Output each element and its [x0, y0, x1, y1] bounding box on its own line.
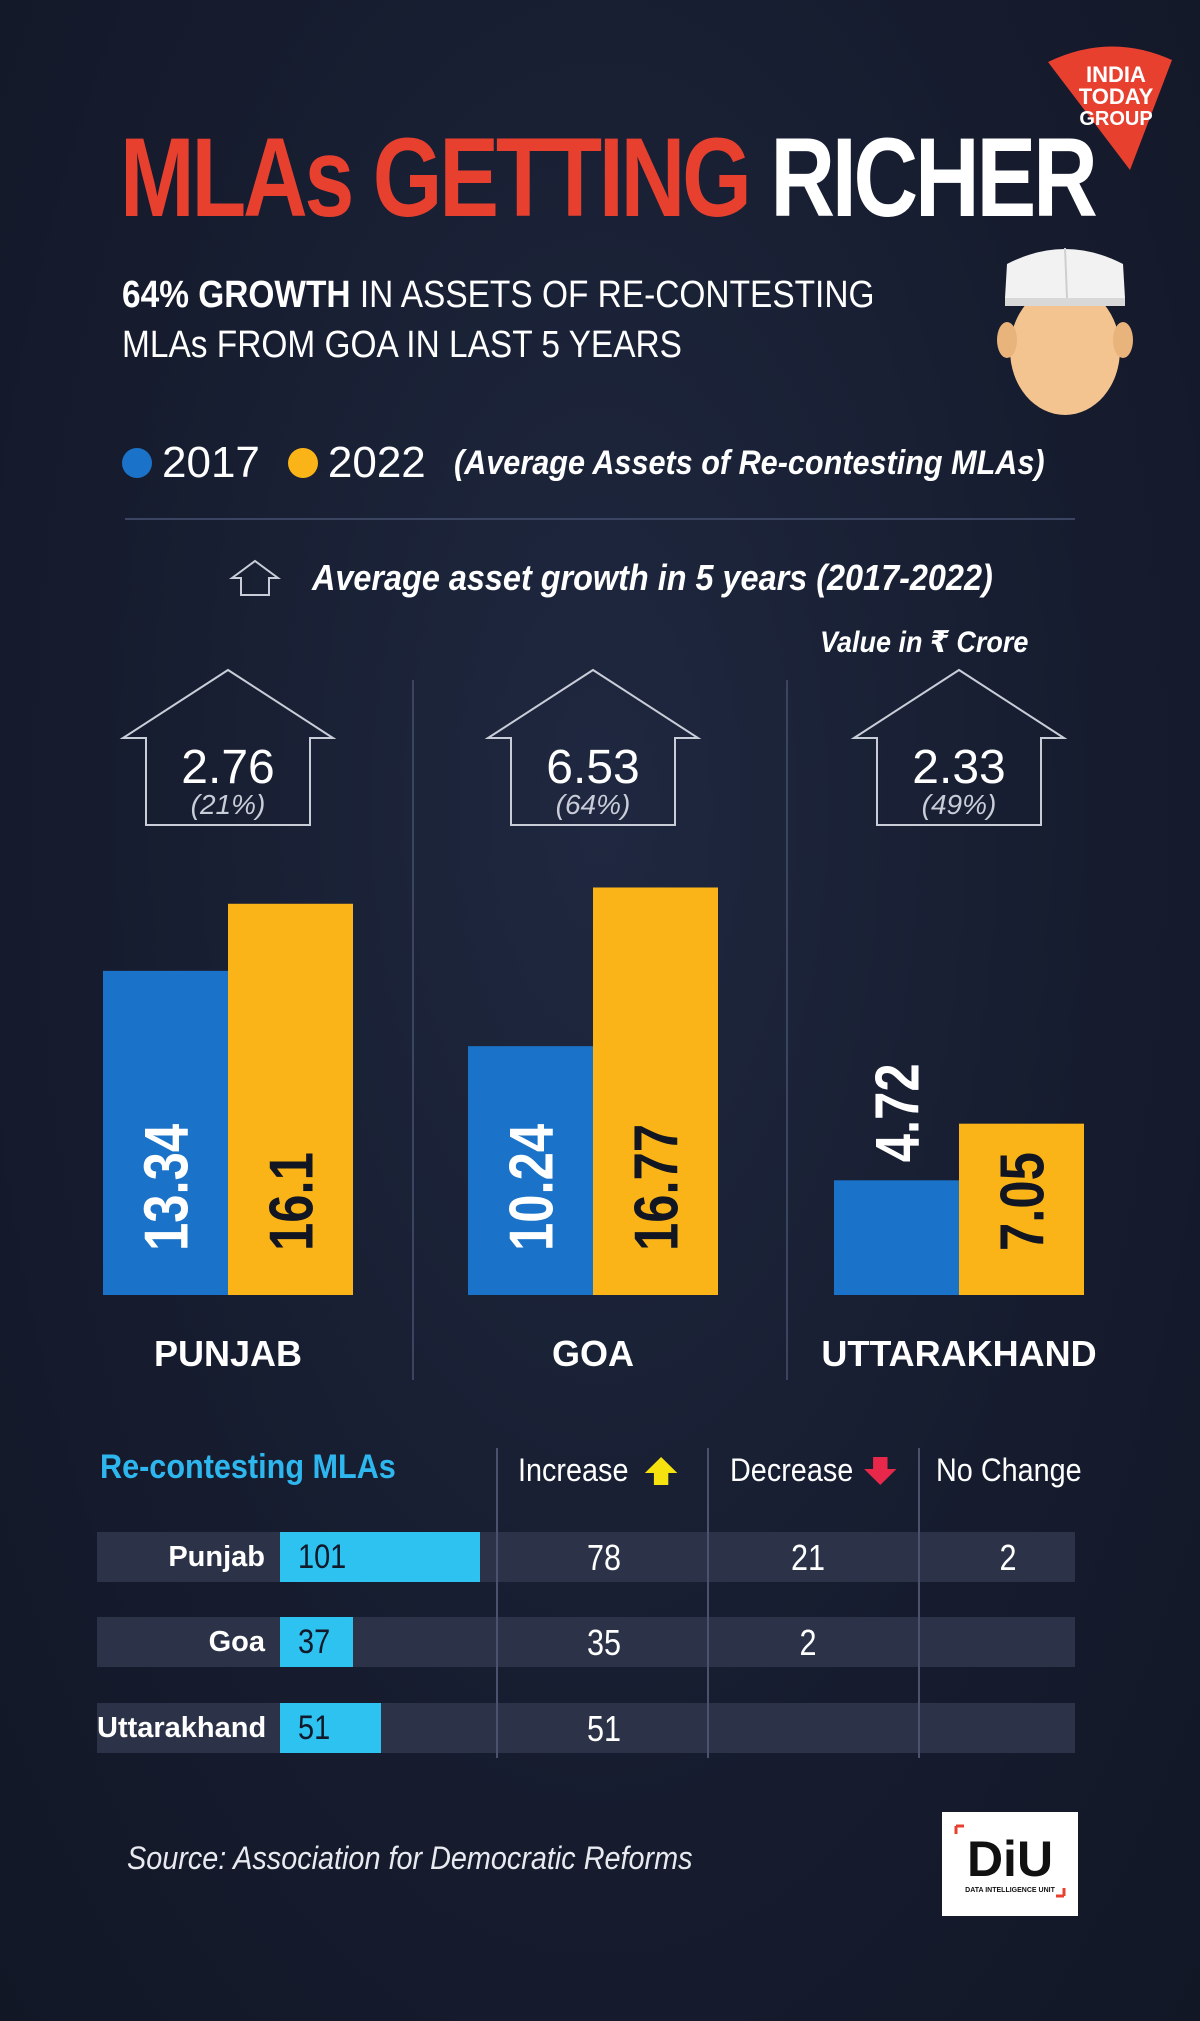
diu-logo: DiU DATA INTELLIGENCE UNIT: [942, 1812, 1078, 1916]
growth-house-icon: [484, 668, 702, 826]
mla-count-value: 51: [298, 1709, 331, 1747]
bar-value-label: 16.1: [258, 1152, 327, 1251]
mla-count-value: 101: [298, 1538, 347, 1576]
subtitle-line-1: IN ASSETS OF RE-CONTESTING: [359, 274, 875, 316]
legend-note: (Average Assets of Re-contesting MLAs): [453, 443, 1045, 482]
category-label: GOA: [552, 1333, 634, 1374]
growth-percent: (64%): [556, 789, 631, 820]
arrow-down-icon: [864, 1456, 897, 1485]
legend-swatch-2022: [287, 448, 318, 478]
table-divider: [918, 1448, 920, 1758]
table-row: [97, 1703, 1075, 1753]
logo-line-1: INDIA: [1086, 62, 1146, 87]
india-today-logo: INDIA TODAY GROUP: [1048, 46, 1172, 170]
bar-value-label: 4.72: [864, 1063, 933, 1162]
bar-value-label: 16.77: [623, 1124, 692, 1251]
growth-value: 2.33: [912, 741, 1005, 794]
cell-increase: 51: [586, 1708, 622, 1749]
source-note: Source: Association for Democratic Refor…: [127, 1840, 693, 1876]
row-state-label: Punjab: [168, 1541, 265, 1573]
logo-line-3: GROUP: [1079, 108, 1152, 130]
cell-decrease: 2: [799, 1622, 817, 1663]
growth-value: 6.53: [546, 741, 639, 794]
arrow-up-icon: [644, 1456, 678, 1485]
growth-note: Average asset growth in 5 years (2017-20…: [228, 553, 1068, 603]
bar-2022-punjab: [228, 903, 353, 1295]
category-label: PUNJAB: [154, 1333, 302, 1374]
growth-percent: (49%): [922, 789, 997, 820]
mla-count-value: 37: [298, 1623, 331, 1661]
legend-label-2017: 2017: [162, 438, 260, 487]
cell-increase: 35: [586, 1622, 622, 1663]
bar-2017-goa: [468, 1046, 593, 1295]
mla-count-bar: [280, 1532, 480, 1582]
unit-note: Value in ₹ Crore: [820, 626, 1029, 659]
bar-2017-punjab: [103, 970, 228, 1295]
title-white-part: RICHER: [770, 115, 1097, 240]
logo-line-2: TODAY: [1079, 84, 1154, 109]
row-state-label: Goa: [208, 1626, 265, 1658]
subtitle-highlight: 64% GROWTH: [122, 274, 351, 316]
bar-2022-uttarakhand: [959, 1123, 1084, 1295]
col-head-no-change-label: No Change: [936, 1452, 1082, 1488]
table-divider: [496, 1448, 498, 1758]
diu-logo-text: DiU: [967, 1831, 1053, 1887]
subtitle-line-2: MLAs FROM GOA IN LAST 5 YEARS: [122, 324, 682, 366]
subtitle: 64% GROWTH IN ASSETS OF RE-CONTESTING ML…: [122, 270, 874, 370]
bar-2022-goa: [593, 887, 718, 1295]
bar-chart: 13.34 16.1 2.76(21%) PUNJAB 10.24 16.77 6.53(6…: [103, 668, 1097, 1380]
bar-value-label: 13.34: [133, 1123, 202, 1251]
growth-house-icon: [850, 668, 1068, 826]
col-head-increase: Increase: [518, 1452, 679, 1489]
table-row: [97, 1532, 1075, 1582]
legend-label-2022: 2022: [327, 438, 426, 487]
mla-avatar-illustration: [997, 247, 1133, 415]
bar-value-label: 7.05: [989, 1152, 1058, 1251]
row-state-label: Uttarakhand: [97, 1712, 267, 1744]
legend-swatch-2017: [122, 448, 152, 478]
cell-no-change: 2: [999, 1537, 1017, 1578]
mla-count-bar: [280, 1703, 381, 1753]
col-head-decrease: Decrease: [730, 1452, 898, 1489]
bar-value-label: 10.24: [498, 1123, 567, 1251]
growth-house-icon: [119, 668, 337, 826]
table-heading: Re-contesting MLAs: [100, 1448, 396, 1486]
diu-caption: DATA INTELLIGENCE UNIT: [965, 1887, 1055, 1894]
col-head-no-change: No Change: [936, 1452, 1082, 1489]
growth-value: 2.76: [181, 741, 274, 794]
bar-2017-uttarakhand: [834, 1180, 959, 1295]
house-outline-icon: [228, 559, 282, 596]
cell-decrease: 21: [790, 1537, 826, 1578]
table-divider: [707, 1448, 709, 1758]
legend: 2017 2022 (Average Assets of Re-contesti…: [122, 433, 1110, 493]
category-label: UTTARAKHAND: [821, 1333, 1096, 1374]
col-head-increase-label: Increase: [518, 1452, 629, 1488]
growth-percent: (21%): [191, 789, 266, 820]
mla-count-bar: [280, 1617, 354, 1667]
section-divider: [125, 518, 1075, 520]
title-red-part: MLAs GETTING: [120, 115, 752, 240]
table-row: [97, 1617, 1075, 1667]
col-head-decrease-label: Decrease: [730, 1452, 854, 1488]
page-title: MLAs GETTING RICHER: [120, 122, 1098, 234]
cell-increase: 78: [586, 1537, 622, 1578]
growth-note-text: Average asset growth in 5 years (2017-20…: [312, 557, 993, 598]
